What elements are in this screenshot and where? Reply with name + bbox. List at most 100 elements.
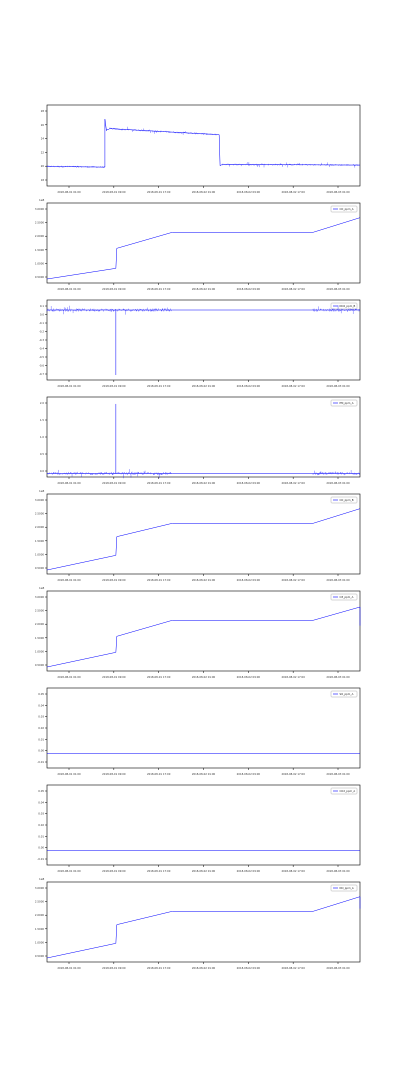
y-tick-label: 24 — [41, 137, 45, 141]
series-line — [46, 119, 361, 168]
x-tick-label: 2018-08-01 01:00 — [57, 578, 81, 582]
series-line — [46, 606, 361, 668]
chart-8: 2018-08-01 01:00 2018-08-01 09:00 2018-08-… — [37, 784, 361, 873]
x-tick-label: 2018-08-02 17:00 — [281, 869, 305, 873]
legend-box — [330, 399, 358, 407]
x-tick-label: 2018-08-02 01:00 — [192, 287, 216, 291]
x-tick-label: 2018-08-02 01:00 — [192, 869, 216, 873]
x-tick-label: 2018-08-01 09:00 — [102, 481, 126, 485]
y-tick-label: 2.0000 — [35, 622, 44, 626]
x-tick-label: 2018-08-02 17:00 — [281, 772, 305, 776]
x-tick-label: 2018-08-01 17:00 — [147, 675, 171, 679]
y-tick-label: 2.5000 — [35, 512, 44, 516]
y-tick-label: 2.0000 — [35, 913, 44, 917]
x-tick-label: 2018-08-01 17:00 — [147, 287, 171, 291]
x-tick-label: 2018-08-02 01:00 — [192, 578, 216, 582]
y-tick-label: 1.0 — [40, 435, 44, 439]
offset-text: 1e8 — [39, 586, 45, 590]
y-tick-label: 0.00 — [38, 749, 44, 753]
x-tick-label: 2018-08-01 09:00 — [102, 772, 126, 776]
y-tick-label: 1.0000 — [35, 261, 44, 265]
y-tick-label: 0.02 — [38, 726, 44, 730]
x-tick-label: 2018-08-01 09:00 — [102, 287, 126, 291]
offset-text: 1e8 — [39, 198, 45, 202]
chart-9: 2018-08-01 01:00 2018-08-01 09:00 2018-08-… — [35, 877, 361, 970]
chart-3: 2018-08-01 01:00 2018-08-01 09:00 2018-08-… — [39, 299, 361, 388]
x-tick-label: 2018-08-01 09:00 — [102, 190, 126, 194]
y-tick-label: 2.5000 — [35, 609, 44, 613]
series-line — [46, 896, 361, 959]
x-tick-label: 2018-08-03 01:00 — [326, 384, 350, 388]
y-tick-label: 0.05 — [38, 692, 44, 696]
plot-frame — [46, 493, 361, 575]
x-tick-label: 2018-08-02 09:00 — [237, 675, 261, 679]
legend: PM_ppm_A — [330, 399, 358, 407]
legend-label: PM_ppm_A — [340, 401, 354, 405]
x-tick-label: 2018-08-02 09:00 — [237, 384, 261, 388]
x-tick-label: 2018-08-01 17:00 — [147, 869, 171, 873]
y-tick-label: 0.5000 — [35, 275, 44, 279]
legend-label: CO2_ppm_A — [340, 789, 356, 793]
x-tick-label: 2018-08-01 01:00 — [57, 190, 81, 194]
y-tick-label: 1.5 — [40, 418, 44, 422]
y-tick-label: -0.7 — [39, 372, 44, 376]
series-noise — [46, 469, 360, 479]
x-tick-label: 2018-08-01 09:00 — [102, 966, 126, 970]
series-line — [46, 508, 361, 571]
plot-frame — [46, 881, 361, 963]
x-tick-label: 2018-08-02 09:00 — [237, 481, 261, 485]
x-tick-label: 2018-08-03 01:00 — [326, 190, 350, 194]
legend-box — [330, 496, 358, 504]
plot-frame — [46, 784, 361, 866]
y-tick-label: 0.5 — [40, 452, 44, 456]
x-tick-label: 2018-08-02 17:00 — [281, 287, 305, 291]
y-tick-label: -0.6 — [39, 364, 44, 368]
offset-text: 1e8 — [39, 489, 45, 493]
legend-label: O3_ppm_A — [340, 595, 354, 599]
x-tick-label: 2018-08-02 09:00 — [237, 772, 261, 776]
legend-label: NO_ppm_A — [340, 886, 354, 890]
y-tick-label: -0.1 — [39, 321, 44, 325]
legend-label: NO2_ppm_B — [340, 304, 356, 308]
x-tick-label: 2018-08-01 17:00 — [147, 481, 171, 485]
legend-box — [330, 205, 358, 213]
y-tick-label: 0.5000 — [35, 663, 44, 667]
y-tick-label: 3.0000 — [35, 207, 44, 211]
x-tick-label: 2018-08-01 17:00 — [147, 384, 171, 388]
plot-frame — [46, 687, 361, 769]
y-tick-label: 18 — [41, 178, 45, 182]
x-tick-label: 2018-08-03 01:00 — [326, 287, 350, 291]
x-tick-label: 2018-08-01 17:00 — [147, 772, 171, 776]
x-tick-label: 2018-08-01 01:00 — [57, 384, 81, 388]
x-tick-label: 2018-08-01 01:00 — [57, 675, 81, 679]
legend-box — [330, 884, 358, 892]
series-line — [46, 217, 361, 280]
y-tick-label: 0.5000 — [35, 566, 44, 570]
legend: NO_ppm_A — [330, 884, 358, 892]
legend: O3_ppm_A — [330, 593, 358, 601]
y-tick-label: 1.0000 — [35, 649, 44, 653]
plot-frame — [46, 396, 361, 478]
x-tick-label: 2018-08-02 17:00 — [281, 966, 305, 970]
y-tick-label: 0.1 — [40, 304, 44, 308]
x-tick-label: 2018-08-03 01:00 — [326, 966, 350, 970]
plot-frame — [46, 299, 361, 381]
y-tick-label: 1.5000 — [35, 539, 44, 543]
x-tick-label: 2018-08-02 17:00 — [281, 384, 305, 388]
y-tick-label: 3.0000 — [35, 886, 44, 890]
x-tick-label: 2018-08-02 09:00 — [237, 869, 261, 873]
x-tick-label: 2018-08-02 01:00 — [192, 772, 216, 776]
x-tick-label: 2018-08-03 01:00 — [326, 675, 350, 679]
y-tick-label: 0.04 — [38, 703, 44, 707]
y-tick-label: 0.0 — [40, 313, 44, 317]
y-tick-label: 2.5000 — [35, 900, 44, 904]
chart-1: 2018-08-01 01:00 2018-08-01 09:00 2018-08-… — [41, 104, 361, 194]
legend-box — [330, 593, 358, 601]
x-tick-label: 2018-08-01 17:00 — [147, 578, 171, 582]
x-tick-label: 2018-08-02 01:00 — [192, 190, 216, 194]
y-tick-label: 0.5000 — [35, 954, 44, 958]
legend: CO_ppm_A — [330, 205, 358, 213]
plot-frame — [46, 202, 361, 284]
legend-label: SO_ppm_A — [340, 692, 354, 696]
